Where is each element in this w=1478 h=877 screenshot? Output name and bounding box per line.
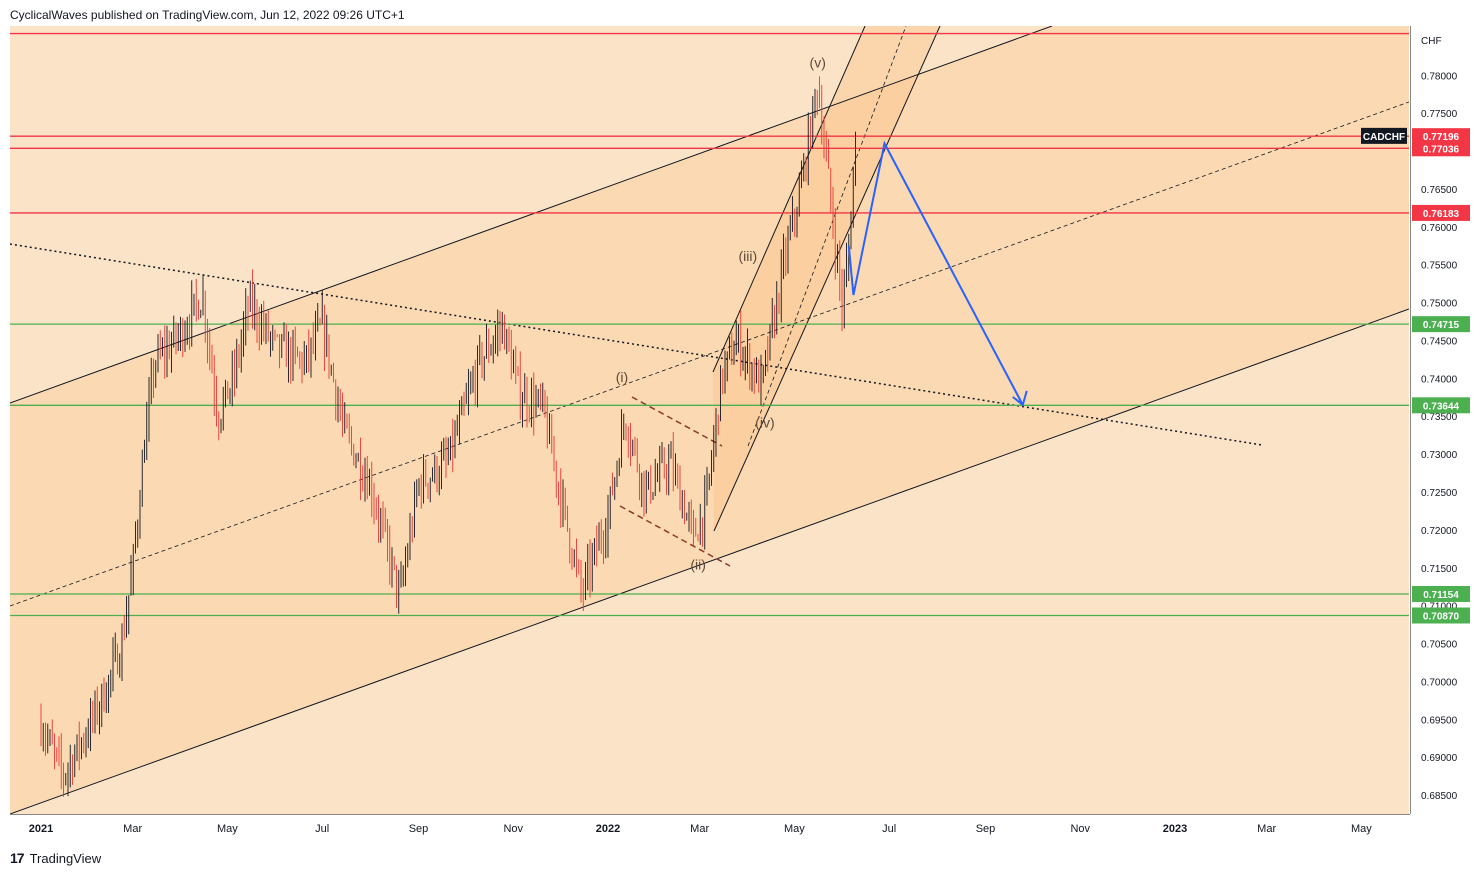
time-tick-4: Sep bbox=[409, 823, 429, 835]
price-tick-0.7400: 0.74000 bbox=[1421, 374, 1458, 385]
price-tick-0.6850: 0.68500 bbox=[1421, 791, 1458, 802]
price-tick-0.7650: 0.76500 bbox=[1421, 185, 1458, 196]
level-tag-text: 0.74715 bbox=[1423, 320, 1460, 331]
price-axis-canvas: CHF 0.68500 0.69000 0.69500 0.70000 0.70500 0.… bbox=[1412, 36, 1470, 802]
price-tick-0.7750: 0.77500 bbox=[1421, 109, 1458, 120]
level-tag-bg bbox=[1412, 140, 1470, 157]
wave-label-i: (i) bbox=[616, 369, 628, 385]
candles-group bbox=[40, 76, 856, 797]
level-tag-text: 0.71154 bbox=[1423, 590, 1459, 601]
time-tick-3: Jul bbox=[315, 823, 329, 835]
price-tick-0.7250: 0.72500 bbox=[1421, 488, 1458, 499]
time-tick-6: 2022 bbox=[596, 823, 620, 835]
price-tick-0.7150: 0.71500 bbox=[1421, 564, 1458, 575]
level-tag-0.77036: 0.77036 bbox=[1412, 140, 1470, 157]
symbol-tag: CADCHF bbox=[1363, 132, 1405, 143]
wave-label-iv: (iv) bbox=[755, 415, 774, 431]
price-tick-0.7100: 0.71000 bbox=[1421, 602, 1458, 613]
steep-channel-left bbox=[712, 26, 866, 373]
price-tick-0.7450: 0.74500 bbox=[1421, 336, 1458, 347]
price-tick-0.7350: 0.73500 bbox=[1421, 412, 1458, 423]
price-tick-0.7550: 0.75500 bbox=[1421, 261, 1458, 272]
time-tick-2: May bbox=[217, 823, 238, 835]
time-tick-14: May bbox=[1351, 823, 1372, 835]
price-tick-0.7300: 0.73000 bbox=[1421, 450, 1458, 461]
projection-path bbox=[847, 140, 1024, 406]
level-tag-0.74715: 0.74715 bbox=[1412, 316, 1470, 333]
level-tag-text: 0.77196 bbox=[1423, 132, 1460, 143]
time-tick-10: Sep bbox=[976, 823, 996, 835]
level-tag-0.77196: 0.77196 bbox=[1412, 128, 1470, 145]
level-tag-0.70870: 0.70870 bbox=[1412, 607, 1470, 624]
level-tag-bg bbox=[1412, 397, 1470, 414]
ascending-channel-fill bbox=[10, 26, 1409, 814]
steep-channel-mid bbox=[747, 26, 907, 447]
wave-label-ii: (ii) bbox=[690, 556, 706, 572]
time-tick-0: 2021 bbox=[29, 823, 53, 835]
correction-channel-bottom bbox=[619, 505, 731, 567]
level-tag-bg bbox=[1412, 204, 1470, 221]
wave-label-v: (v) bbox=[810, 55, 826, 71]
wave-label-iii: (iii) bbox=[738, 248, 757, 264]
time-tick-1: Mar bbox=[123, 823, 142, 835]
level-tag-bg bbox=[1412, 316, 1470, 333]
level-tag-text: 0.73644 bbox=[1423, 401, 1460, 412]
level-tag-text: 0.70870 bbox=[1423, 611, 1460, 622]
level-tag-text: 0.77036 bbox=[1423, 144, 1460, 155]
price-tick-0.7200: 0.72000 bbox=[1421, 526, 1458, 537]
time-tick-9: Jul bbox=[882, 823, 896, 835]
channel-mid-line bbox=[10, 101, 1409, 607]
level-tag-bg bbox=[1412, 128, 1470, 145]
level-tag-text: 0.76183 bbox=[1423, 209, 1460, 220]
time-tick-13: Mar bbox=[1257, 823, 1276, 835]
brand-name: TradingView bbox=[29, 850, 102, 866]
currency-label: CHF bbox=[1421, 36, 1442, 47]
channel-upper-line bbox=[10, 26, 1053, 404]
time-tick-7: Mar bbox=[690, 823, 709, 835]
price-tick-0.6950: 0.69500 bbox=[1421, 715, 1458, 726]
level-tag-bg bbox=[1412, 607, 1470, 624]
price-tick-0.7800: 0.78000 bbox=[1421, 71, 1458, 82]
correction-channel-top bbox=[631, 396, 723, 447]
level-tag-bg bbox=[1412, 585, 1470, 602]
long-downtrend-line bbox=[10, 243, 1263, 446]
price-tick-0.6900: 0.69000 bbox=[1421, 753, 1458, 764]
price-chart[interactable]: (i) (ii) (iii) (iv) (v) CADCHF bbox=[10, 26, 1409, 814]
time-axis-canvas: 2021 Mar May Jul Sep Nov 2022 Mar May Jul Sep Nov 20… bbox=[29, 823, 1373, 835]
time-axis[interactable]: 2021 Mar May Jul Sep Nov 2022 Mar May Jul Sep Nov 20… bbox=[10, 814, 1410, 842]
publish-attribution: CyclicalWaves published on TradingView.c… bbox=[10, 8, 405, 22]
price-tick-0.7500: 0.75000 bbox=[1421, 299, 1458, 310]
price-tick-0.7600: 0.76000 bbox=[1421, 223, 1458, 234]
projection-arrowhead bbox=[1012, 390, 1028, 407]
time-tick-5: Nov bbox=[503, 823, 523, 835]
time-tick-11: Nov bbox=[1070, 823, 1090, 835]
channel-lower-line bbox=[10, 308, 1409, 814]
steep-channel-right bbox=[713, 26, 941, 532]
tradingview-logo-icon: 17 bbox=[10, 850, 25, 866]
time-tick-12: 2023 bbox=[1163, 823, 1187, 835]
price-tick-0.7000: 0.70000 bbox=[1421, 677, 1458, 688]
chart-canvas[interactable]: (i) (ii) (iii) (iv) (v) CADCHF bbox=[10, 26, 1409, 814]
time-tick-8: May bbox=[784, 823, 805, 835]
level-tag-0.73644: 0.73644 bbox=[1412, 397, 1470, 414]
level-tag-0.71154: 0.71154 bbox=[1412, 585, 1470, 602]
price-tick-0.7050: 0.70500 bbox=[1421, 640, 1458, 651]
symbol-tag-bg bbox=[1361, 127, 1407, 144]
price-axis[interactable]: CHF 0.68500 0.69000 0.69500 0.70000 0.70500 0.… bbox=[1410, 26, 1478, 814]
footer-branding[interactable]: 17 TradingView bbox=[10, 850, 101, 866]
level-tag-0.76183: 0.76183 bbox=[1412, 204, 1470, 221]
